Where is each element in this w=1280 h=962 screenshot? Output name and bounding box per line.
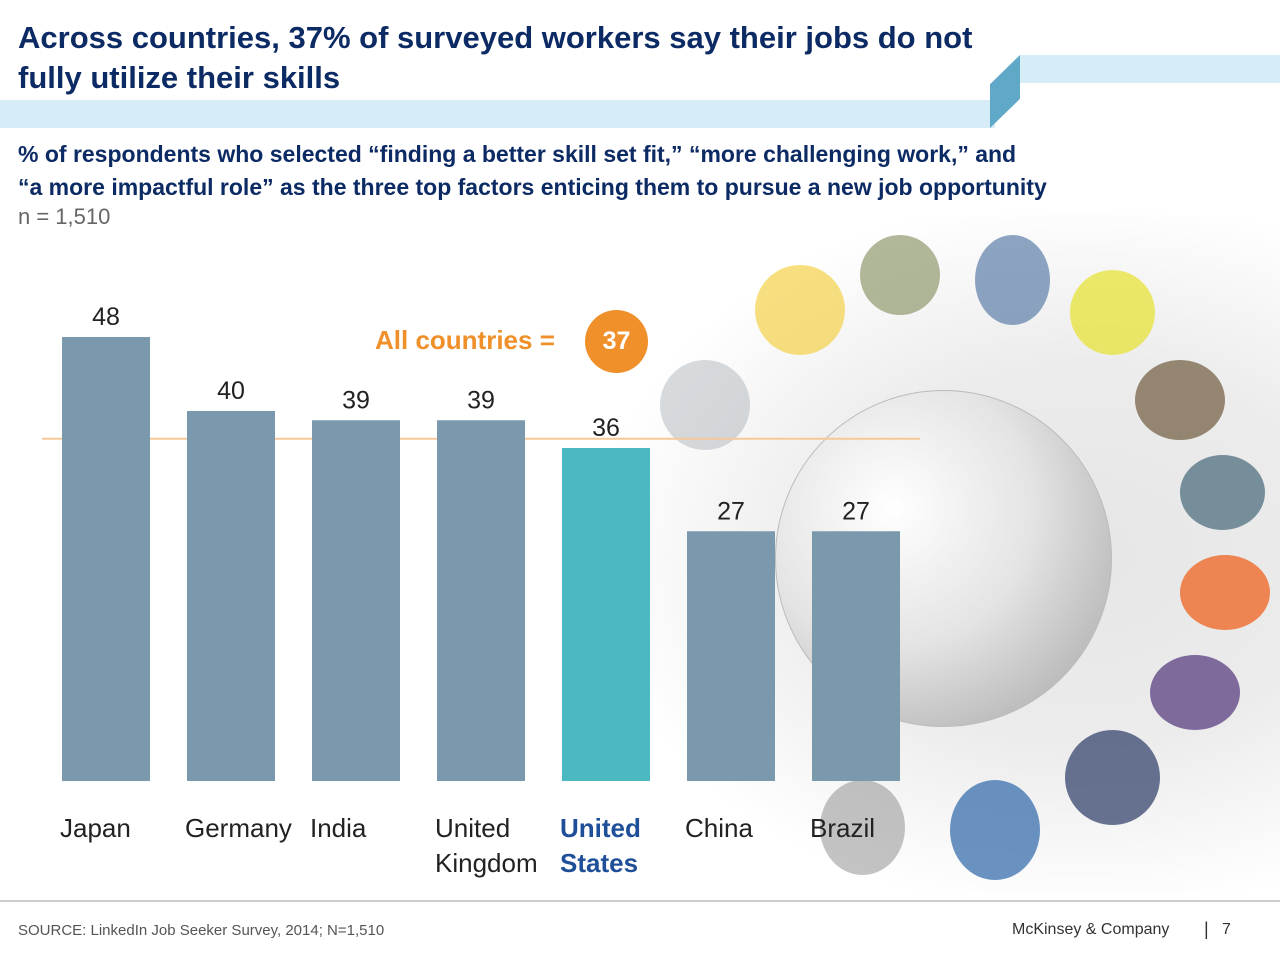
subtitle-line-1: % of respondents who selected “finding a… <box>18 141 1017 167</box>
person-figure <box>1135 360 1225 440</box>
bar-india <box>312 420 400 781</box>
category-label: Germany <box>185 813 292 843</box>
person-figure <box>1180 455 1265 530</box>
page-number: 7 <box>1222 921 1231 938</box>
footer-divider <box>0 900 1280 902</box>
slide-title: Across countries, 37% of surveyed worker… <box>18 20 973 95</box>
title-band <box>0 100 995 128</box>
person-figure <box>1065 730 1160 825</box>
category-label: States <box>560 848 638 878</box>
person-figure <box>1070 270 1155 355</box>
data-label: 40 <box>217 377 245 405</box>
person-figure <box>820 780 905 875</box>
data-label: 48 <box>92 303 120 331</box>
data-label: 27 <box>842 497 870 525</box>
person-figure <box>975 235 1050 325</box>
category-label: Brazil <box>810 813 875 843</box>
category-label: United <box>560 813 641 843</box>
footer-separator: | <box>1204 919 1209 939</box>
bar-japan <box>62 337 150 781</box>
brand-name: McKinsey & Company <box>1012 921 1170 938</box>
person-figure <box>1150 655 1240 730</box>
bar-brazil <box>812 531 900 781</box>
person-figure <box>755 265 845 355</box>
bar-china <box>687 531 775 781</box>
bar-germany <box>187 411 275 781</box>
average-badge: 37 <box>585 310 648 373</box>
bar-united-kingdom <box>437 420 525 781</box>
category-label: United <box>435 813 510 843</box>
person-figure <box>1180 555 1270 630</box>
bar-united-states <box>562 448 650 781</box>
person-figure <box>860 235 940 315</box>
person-figure <box>950 780 1040 880</box>
subtitle-line-2: “a more impactful role” as the three top… <box>18 174 1047 200</box>
title-band-right <box>1020 55 1280 83</box>
source-note: SOURCE: LinkedIn Job Seeker Survey, 2014… <box>18 922 385 939</box>
average-label: All countries = <box>375 325 555 355</box>
data-label: 39 <box>467 386 495 414</box>
category-label: India <box>310 813 367 843</box>
person-figure <box>660 360 750 450</box>
category-label: Kingdom <box>435 848 538 878</box>
category-label: China <box>685 813 753 843</box>
chart-subtitle: % of respondents who selected “finding a… <box>18 138 1258 204</box>
data-label: 27 <box>717 497 745 525</box>
category-label: Japan <box>60 813 131 843</box>
sample-size: n = 1,510 <box>18 204 111 229</box>
data-label: 39 <box>342 386 370 414</box>
data-label: 36 <box>592 414 620 442</box>
